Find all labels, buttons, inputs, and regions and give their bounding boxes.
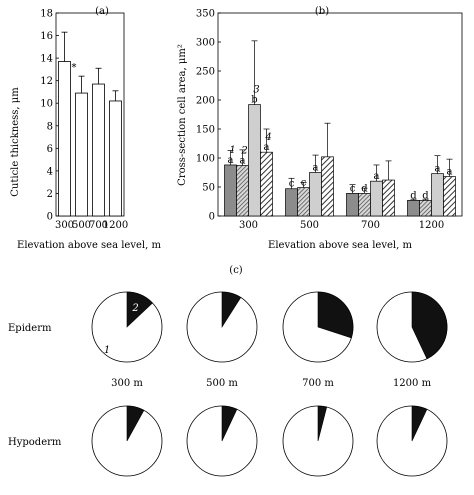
y-tick-label: 2	[47, 189, 53, 200]
pie-slice	[126, 291, 153, 328]
x-tick-label: 1200	[103, 220, 128, 231]
data-label: d	[410, 190, 417, 201]
x-tick-label: 300	[239, 220, 258, 231]
x-tick-label: 700	[89, 220, 108, 231]
row-label: Epiderm	[8, 323, 52, 334]
data-label: c	[301, 178, 307, 189]
bar	[297, 187, 310, 217]
column-label: 500 m	[206, 378, 238, 389]
y-tick-label: 12	[40, 76, 53, 87]
y-tick-label: 200	[196, 96, 215, 107]
data-label: a	[240, 156, 246, 167]
bar	[75, 92, 88, 217]
series-label: 4	[264, 132, 271, 143]
bar	[236, 165, 249, 217]
pie-slice	[411, 405, 428, 442]
pie-slice	[221, 291, 242, 329]
bar	[321, 156, 334, 217]
row-label: Hypoderm	[8, 437, 62, 448]
y-tick-label: 6	[47, 144, 53, 155]
column-label: 300 m	[111, 378, 143, 389]
y-tick-label: 14	[40, 54, 53, 65]
y-tick-label: 100	[196, 154, 215, 165]
bar	[109, 100, 122, 217]
y-tick-label: 0	[209, 212, 215, 223]
data-label: a	[313, 163, 319, 174]
bar	[370, 180, 383, 217]
x-tick-label: 300	[55, 220, 74, 231]
bar	[382, 179, 395, 217]
data-label: a	[228, 155, 234, 166]
y-tick-label: 0	[47, 212, 53, 223]
panel-c-pies: Epiderm Hypoderm 300 m 500 m 700 m 1200 m 2 1	[8, 291, 448, 477]
panel-b-cell-area-chart: (b) 0 50 100 150 200 250 300 350 300 500 700 1200 a…	[177, 6, 463, 251]
panel-b-label: (b)	[315, 6, 329, 17]
bar	[260, 151, 273, 217]
y-tick-label: 16	[40, 31, 53, 42]
pie-slice	[411, 291, 448, 360]
y-tick-label: 8	[47, 121, 53, 132]
pie-slice	[221, 405, 238, 442]
data-label: *	[72, 62, 77, 73]
pie-slice	[317, 291, 354, 339]
bar	[58, 61, 71, 217]
bar	[224, 164, 237, 217]
column-label: 1200 m	[393, 378, 432, 389]
y-tick-label: 300	[196, 38, 215, 49]
y-tick-label: 18	[40, 9, 53, 20]
y-tick-label: 4	[47, 166, 53, 177]
series-label: 1	[229, 145, 235, 156]
panel-b-frame	[217, 12, 463, 217]
pie-slice	[126, 405, 145, 442]
data-label: c	[350, 183, 356, 194]
panel-c-pie-grid: (c) Epiderm Hypoderm 300 m 500 m 700 m 1200 m…	[8, 265, 448, 477]
bar	[92, 83, 105, 217]
data-label: d	[361, 183, 368, 194]
panel-a-xlabel: Elevation above sea level, m	[17, 240, 161, 251]
bar	[431, 173, 444, 217]
panel-b-ylabel: Cross-section cell area, μm²	[177, 44, 188, 186]
bar	[309, 172, 322, 217]
series-label: 3	[253, 85, 259, 96]
bar	[346, 193, 359, 217]
pie-slice	[317, 405, 328, 442]
y-tick-label: 10	[40, 99, 53, 110]
slice-label: 2	[131, 303, 138, 314]
data-label: a	[447, 167, 453, 178]
bar	[248, 104, 261, 217]
data-label: c	[289, 179, 295, 190]
panel-a-label: (a)	[95, 6, 109, 17]
panel-a-bars: *	[58, 31, 122, 217]
data-label: d	[422, 190, 429, 201]
y-tick-label: 350	[196, 9, 215, 20]
bar	[285, 188, 298, 217]
panel-b-xlabel: Elevation above sea level, m	[268, 240, 412, 251]
bar	[419, 199, 432, 217]
slice-label: 1	[104, 345, 110, 356]
x-tick-label: 500	[72, 220, 91, 231]
y-tick-label: 50	[202, 183, 215, 194]
series-label: 2	[240, 146, 247, 157]
x-tick-label: 1200	[419, 220, 444, 231]
x-tick-label: 500	[300, 220, 319, 231]
panel-b-axes: 0 50 100 150 200 250 300 350 300 500 700 1200	[196, 9, 463, 231]
column-label: 700 m	[302, 378, 334, 389]
data-label: a	[264, 142, 270, 153]
bar	[443, 176, 456, 217]
panel-a-ylabel: Cuticle thickness, μm	[10, 87, 21, 197]
data-label: b	[251, 95, 257, 106]
bar	[407, 199, 420, 217]
panel-a-frame	[55, 12, 125, 217]
x-tick-label: 700	[361, 220, 380, 231]
y-tick-label: 150	[196, 125, 215, 136]
bar	[358, 193, 371, 217]
data-label: a	[374, 171, 380, 182]
data-label: a	[435, 164, 441, 175]
panel-c-label: (c)	[229, 265, 243, 276]
y-tick-label: 250	[196, 67, 215, 78]
